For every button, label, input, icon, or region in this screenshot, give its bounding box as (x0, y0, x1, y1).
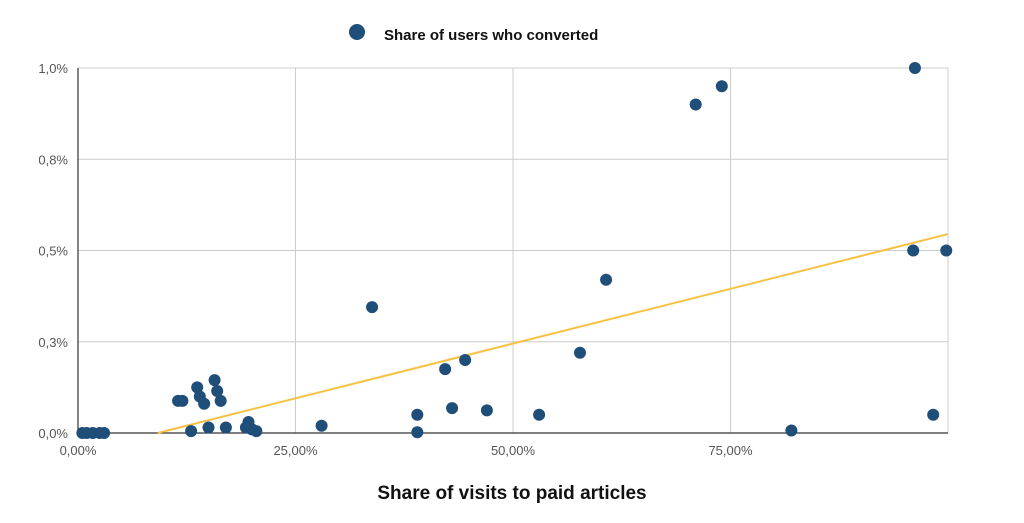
x-tick-label: 50,00% (491, 443, 536, 458)
data-point (940, 244, 953, 257)
data-point (211, 385, 224, 398)
data-point (208, 374, 221, 387)
legend-label: Share of users who converted (384, 27, 598, 44)
data-point (198, 397, 211, 410)
y-tick-label: 1,0% (38, 61, 68, 76)
axes (77, 68, 948, 434)
x-tick-label: 0,00% (60, 443, 97, 458)
data-point (907, 244, 920, 257)
x-tick-labels: 0,00% 25,00% 50,00% 75,00% (60, 443, 753, 458)
y-tick-label: 0,0% (38, 426, 68, 441)
data-point (446, 402, 459, 415)
data-point (480, 404, 493, 417)
data-point (250, 425, 263, 438)
data-point (219, 421, 232, 434)
data-point (908, 62, 921, 74)
data-point (202, 421, 215, 434)
data-point (785, 424, 798, 437)
legend: Share of users who converted (349, 24, 598, 44)
legend-marker (349, 24, 365, 40)
grid (78, 67, 949, 433)
data-points (76, 62, 953, 439)
y-tick-label: 0,3% (38, 335, 68, 350)
data-point (176, 394, 189, 407)
data-point (689, 98, 702, 111)
y-tick-labels: 0,0% 0,3% 0,5% 0,8% 1,0% (38, 61, 68, 441)
trendline (157, 233, 949, 434)
data-point (214, 394, 227, 407)
data-point (573, 346, 586, 359)
trendline-group (157, 233, 949, 434)
data-point (98, 427, 111, 439)
data-point (439, 363, 452, 376)
data-point (927, 408, 940, 421)
y-tick-label: 0,8% (38, 152, 68, 167)
y-tick-label: 0,5% (38, 244, 68, 259)
data-point (366, 301, 379, 314)
data-point (411, 408, 424, 421)
data-point (715, 80, 728, 93)
data-point (533, 408, 546, 421)
data-point (411, 426, 424, 439)
data-point (459, 354, 472, 366)
x-tick-label: 75,00% (708, 443, 753, 458)
x-tick-label: 25,00% (273, 443, 318, 458)
x-axis-title: Share of visits to paid articles (377, 483, 646, 504)
data-point (315, 419, 328, 432)
data-point (185, 425, 198, 438)
data-point (191, 381, 204, 394)
data-point (600, 273, 613, 286)
